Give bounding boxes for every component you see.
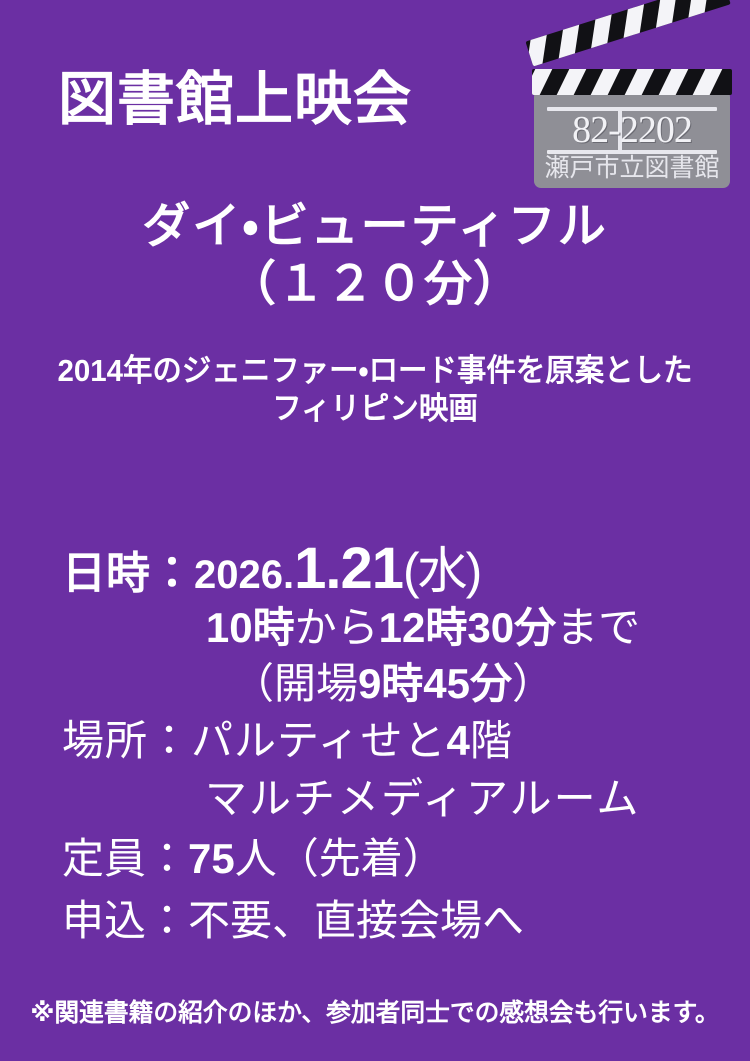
datetime-day: 1.21 — [294, 536, 404, 601]
stripe — [621, 0, 646, 52]
stripe — [556, 15, 581, 67]
stripe — [584, 69, 625, 95]
clapperboard-lower-stick — [532, 69, 732, 95]
clapperboard-line-top — [547, 107, 717, 111]
datetime-label: 日時： — [62, 549, 194, 598]
detail-row-capacity: 定員：75人（先着） — [0, 828, 750, 890]
time-end: 12時30分 — [378, 604, 557, 651]
stripe — [525, 26, 549, 67]
time-until-label: まで — [556, 604, 641, 651]
time-start: 10時 — [205, 604, 295, 651]
detail-row-place: 場所：パルティせと4階 — [0, 712, 750, 770]
capacity-unit: 人（先着） — [234, 835, 445, 882]
datetime-weekday: (水) — [403, 543, 482, 599]
capacity-label: 定員： — [62, 835, 189, 882]
place-floor-number: 4 — [446, 717, 470, 764]
clapperboard-line-vertical — [618, 109, 622, 151]
stripe — [550, 69, 591, 95]
capacity-number: 75 — [188, 835, 235, 882]
datetime-year: 2026. — [194, 553, 295, 597]
detail-row-time: 10時から12時30分まで — [0, 600, 750, 656]
film-description-line2: フィリピン映画 — [272, 391, 478, 426]
stripe — [652, 69, 693, 95]
time-from-label: から — [294, 604, 379, 651]
clapperboard-icon: 82-2202 瀬戸市立図書館 — [512, 0, 744, 192]
open-paren-right: ） — [512, 660, 555, 707]
stripe — [532, 69, 557, 95]
clapperboard-library-name: 瀬戸市立図書館 — [544, 154, 720, 182]
footnote: ※関連書籍の紹介のほか、参加者同士での感想会も行います。 — [30, 999, 720, 1027]
open-paren-left: （開場 — [231, 660, 358, 707]
detail-row-open-time: （開場9時45分） — [0, 656, 750, 712]
stripe — [618, 69, 659, 95]
apply-value: 不要、直接会場へ — [188, 897, 525, 944]
stripe — [654, 0, 678, 41]
clapperboard-upper-stick — [525, 0, 731, 67]
clapperboard-body: 82-2202 瀬戸市立図書館 — [534, 90, 730, 188]
film-description: 2014年のジェニファー・ロード事件を原案とした フィリピン映画 — [19, 352, 732, 428]
place-value: パルティせと — [191, 717, 447, 764]
open-time-value: 9時45分 — [357, 660, 513, 707]
clapperboard-line-bottom — [547, 150, 717, 154]
detail-row-place-room: マルチメディアルーム — [205, 775, 641, 822]
film-description-line1: 2014年のジェニファー・ロード事件を原案とした — [57, 353, 693, 388]
stripe — [686, 69, 727, 95]
film-title: ダイ・ビューティフル — [142, 200, 608, 253]
stripe — [589, 5, 613, 62]
clapperboard-phone-number: 82-2202 — [572, 109, 693, 151]
place-label: 場所： — [62, 717, 192, 764]
film-duration: （１２０分） — [227, 258, 522, 311]
apply-label: 申込： — [62, 897, 189, 944]
place-floor-unit: 階 — [469, 717, 513, 764]
detail-row-datetime: 日時：2026.1.21(水) — [0, 538, 750, 600]
detail-row-apply: 申込：不要、直接会場へ — [0, 890, 750, 952]
event-details: 日時：2026.1.21(水) 10時から12時30分まで （開場9時45分） … — [0, 538, 750, 952]
page-title: 図書館上映会 — [58, 67, 413, 132]
stripe — [686, 0, 711, 31]
